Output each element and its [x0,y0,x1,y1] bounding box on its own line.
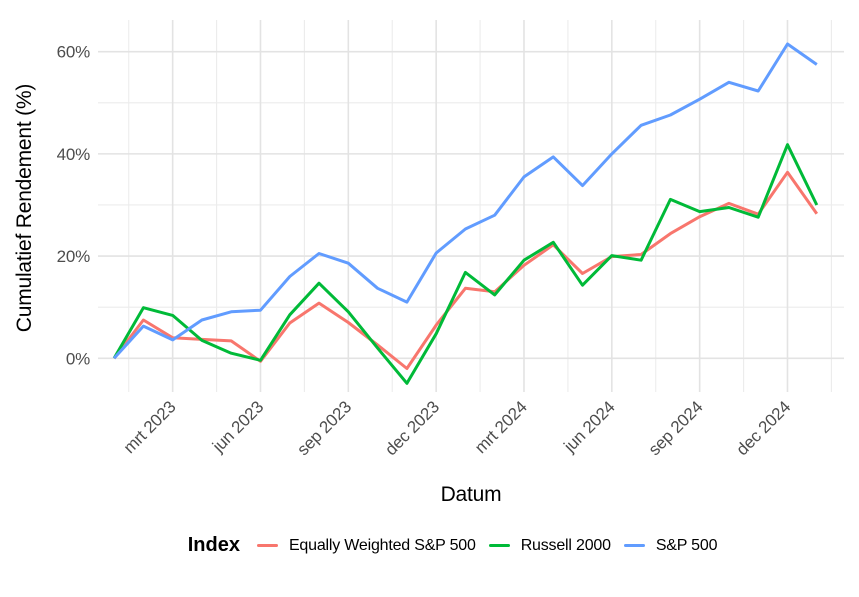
y-axis-title: Cumulatief Rendement (%) [13,83,36,333]
series-line-equally-weighted-s-p-500 [112,170,819,370]
y-tick-label: 60% [57,43,91,62]
x-tick-label: jun 2024 [560,397,619,456]
legend-key-icon [488,543,510,548]
legend-label: Russell 2000 [520,536,611,554]
legend-item-russell-2000: Russell 2000 [488,536,611,555]
x-tick-label: mrt 2023 [120,397,180,457]
x-tick-label: jun 2023 [208,397,267,456]
x-axis-title: Datum [440,483,502,506]
x-tick-label: dec 2024 [733,397,795,459]
legend-key-icon [623,543,645,548]
y-tick-label: 40% [57,145,91,164]
legend-key-icon [256,543,278,548]
x-tick-label: mrt 2024 [471,397,531,457]
legend: Index Equally Weighted S&P 500 Russell 20… [0,534,859,557]
x-tick-label: sep 2024 [645,397,707,459]
series-line-russell-2000 [112,143,819,385]
series-line-s-p-500 [112,42,818,360]
y-tick-label: 20% [57,247,91,266]
legend-label: Equally Weighted S&P 500 [288,536,476,554]
x-tick-label: dec 2023 [381,397,443,459]
legend-label: S&P 500 [655,536,718,554]
legend-item-equally-weighted-s-p-500: Equally Weighted S&P 500 [256,536,476,555]
y-tick-label: 0% [66,349,90,368]
legend-item-s-p-500: S&P 500 [623,536,718,555]
legend-title: Index [187,534,240,556]
x-tick-label: sep 2023 [293,397,355,459]
